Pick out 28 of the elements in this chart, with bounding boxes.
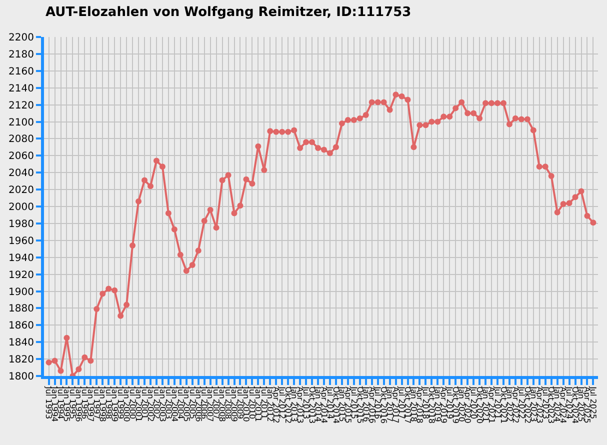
y-tick-label: 2160 bbox=[8, 66, 34, 78]
x-tick-label: Jul 1993 bbox=[44, 386, 54, 420]
y-tick-label: 1940 bbox=[8, 252, 34, 264]
y-tick-label: 2020 bbox=[8, 185, 34, 196]
y-tick-label: 2000 bbox=[8, 202, 34, 213]
y-tick-label: 2200 bbox=[8, 32, 34, 44]
y-tick-label: 1880 bbox=[8, 304, 34, 315]
y-tick-label: 2120 bbox=[8, 100, 34, 112]
y-tick-label: 2140 bbox=[8, 83, 34, 94]
y-tick-label: 2060 bbox=[8, 151, 34, 162]
y-tick-label: 1980 bbox=[8, 218, 34, 230]
chart-title: AUT-Elozahlen von Wolfgang Reimitzer, ID:111753 bbox=[46, 4, 412, 20]
y-tick-label: 1900 bbox=[8, 286, 34, 298]
y-tick-label: 2040 bbox=[8, 168, 34, 180]
y-tick-label: 1820 bbox=[8, 354, 34, 366]
y-tick-label: 2180 bbox=[8, 49, 34, 60]
x-tick-label: Jul 1994 bbox=[56, 386, 66, 420]
x-tick-label: Jul 2019 bbox=[445, 386, 454, 420]
x-tick-label: Jul 2018 bbox=[421, 386, 430, 420]
y-tick-label: 1920 bbox=[8, 270, 34, 281]
y-tick-label: 2100 bbox=[8, 117, 34, 128]
y-tick-label: 2080 bbox=[8, 134, 34, 146]
y-tick-label: 1840 bbox=[8, 338, 34, 349]
y-tick-label: 1860 bbox=[8, 320, 34, 332]
y-tick-label: 1960 bbox=[8, 236, 34, 247]
y-tick-label: 1800 bbox=[8, 372, 34, 382]
x-tick-label: Jul 2024 bbox=[564, 386, 574, 420]
x-tick-label: Jul 2016 bbox=[373, 386, 382, 420]
